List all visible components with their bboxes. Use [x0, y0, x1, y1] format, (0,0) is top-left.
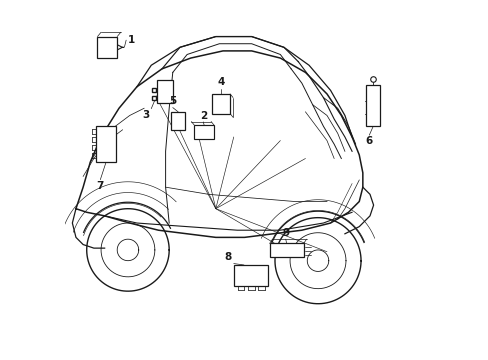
FancyBboxPatch shape [156, 80, 172, 103]
Text: 1: 1 [128, 35, 135, 45]
FancyBboxPatch shape [96, 126, 116, 162]
FancyBboxPatch shape [212, 94, 230, 114]
Text: 2: 2 [199, 111, 206, 121]
FancyBboxPatch shape [233, 265, 267, 286]
Text: 8: 8 [224, 252, 231, 262]
Text: 5: 5 [169, 96, 176, 107]
FancyBboxPatch shape [366, 85, 379, 126]
FancyBboxPatch shape [269, 243, 303, 257]
FancyBboxPatch shape [171, 112, 185, 130]
Text: 7: 7 [97, 181, 104, 191]
FancyBboxPatch shape [194, 125, 214, 139]
FancyBboxPatch shape [97, 37, 117, 58]
Text: 4: 4 [217, 77, 224, 87]
Text: 3: 3 [142, 110, 149, 120]
Text: 6: 6 [365, 136, 372, 146]
Text: 9: 9 [282, 228, 289, 238]
